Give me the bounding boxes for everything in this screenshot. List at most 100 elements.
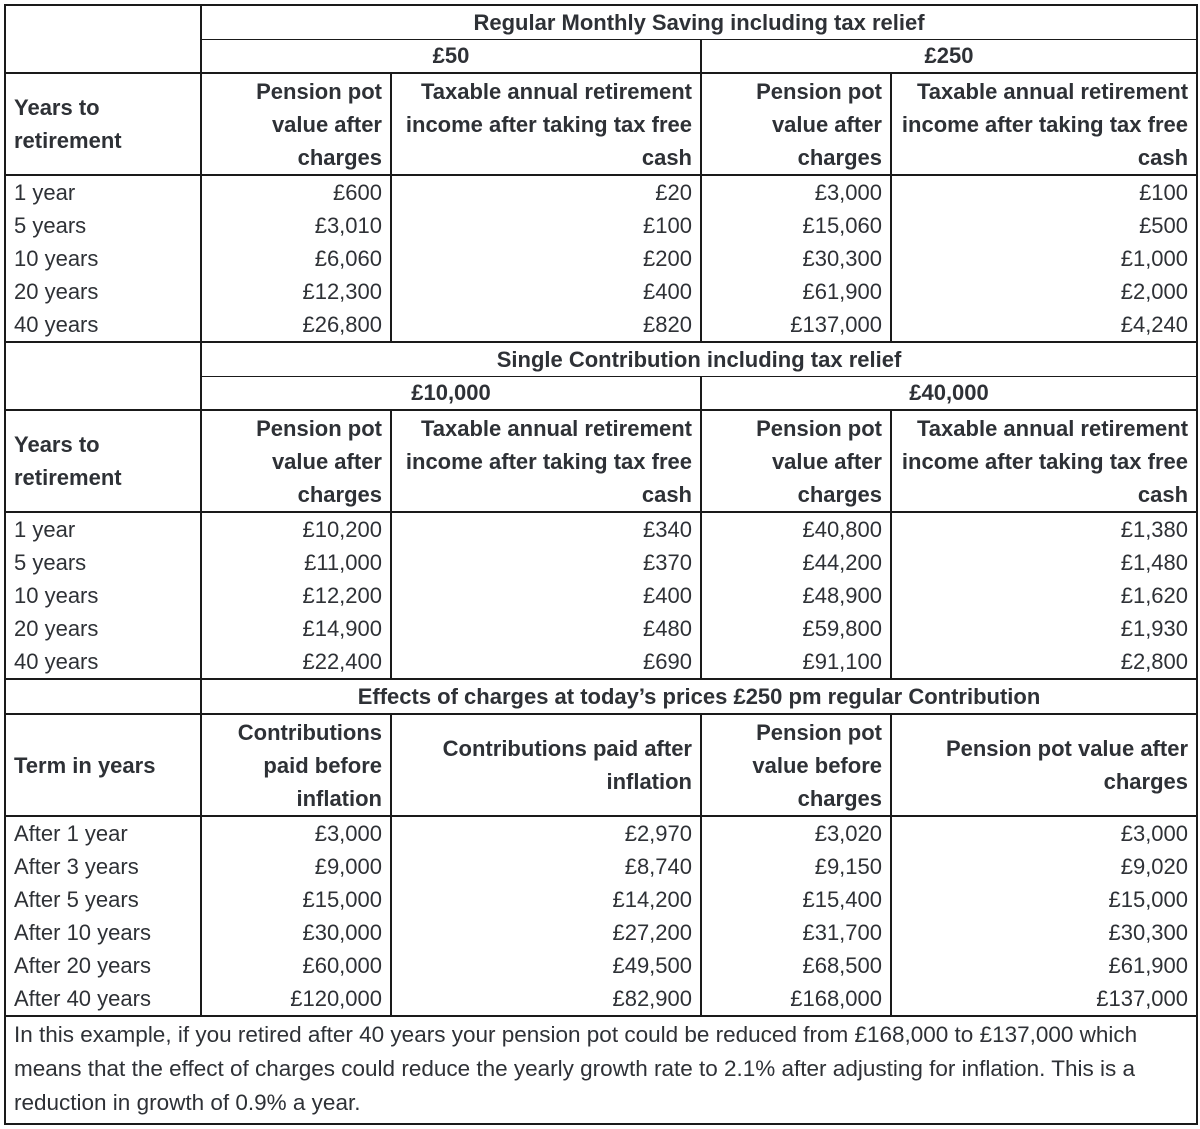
cell-value: £9,000 <box>200 850 392 883</box>
table-row: 5 years £3,010 £100 £15,060 £500 <box>4 209 1199 242</box>
table-row: 40 years £22,400 £690 £91,100 £2,800 <box>4 645 1199 679</box>
cell-value: £9,020 <box>889 850 1199 883</box>
section1-amount-1: £50 <box>200 39 702 74</box>
cell-value: £200 <box>390 242 702 275</box>
row-label: 1 year <box>4 512 202 546</box>
section3-col-header-3: Pension pot value before charges <box>700 713 892 817</box>
section1-row-header: Years to retirement <box>4 72 202 176</box>
cell-value: £15,000 <box>889 883 1199 916</box>
cell-value: £14,200 <box>390 883 702 916</box>
cell-value: £22,400 <box>200 645 392 679</box>
cell-value: £400 <box>390 275 702 308</box>
row-label: 10 years <box>4 579 202 612</box>
cell-value: £12,300 <box>200 275 392 308</box>
row-label: 40 years <box>4 645 202 679</box>
cell-value: £100 <box>889 175 1199 209</box>
cell-value: £15,060 <box>700 209 892 242</box>
cell-value: £59,800 <box>700 612 892 645</box>
cell-value: £10,200 <box>200 512 392 546</box>
section2-col-header-3: Pension pot value after charges <box>700 409 892 513</box>
row-label: 5 years <box>4 209 202 242</box>
row-label: After 5 years <box>4 883 202 916</box>
cell-value: £44,200 <box>700 546 892 579</box>
section2-amount-1: £10,000 <box>200 376 702 411</box>
table-row: After 5 years £15,000 £14,200 £15,400 £1… <box>4 883 1199 916</box>
cell-value: £68,500 <box>700 949 892 982</box>
cell-value: £3,000 <box>700 175 892 209</box>
cell-value: £1,930 <box>889 612 1199 645</box>
cell-value: £20 <box>390 175 702 209</box>
cell-value: £1,620 <box>889 579 1199 612</box>
cell-value: £3,010 <box>200 209 392 242</box>
cell-value: £12,200 <box>200 579 392 612</box>
cell-value: £2,970 <box>390 816 702 850</box>
cell-value: £100 <box>390 209 702 242</box>
table-row: 20 years £12,300 £400 £61,900 £2,000 <box>4 275 1199 308</box>
cell-value: £49,500 <box>390 949 702 982</box>
cell-value: £82,900 <box>390 982 702 1016</box>
footnote-text: In this example, if you retired after 40… <box>3 1015 1199 1125</box>
cell-value: £500 <box>889 209 1199 242</box>
cell-value: £137,000 <box>889 982 1199 1016</box>
cell-value: £1,480 <box>889 546 1199 579</box>
table-row: After 40 years £120,000 £82,900 £168,000… <box>4 982 1199 1016</box>
corner-empty-cell <box>4 678 202 715</box>
row-label: 20 years <box>4 612 202 645</box>
cell-value: £820 <box>390 308 702 342</box>
cell-value: £168,000 <box>700 982 892 1016</box>
cell-value: £27,200 <box>390 916 702 949</box>
cell-value: £30,300 <box>889 916 1199 949</box>
cell-value: £30,300 <box>700 242 892 275</box>
cell-value: £9,150 <box>700 850 892 883</box>
cell-value: £600 <box>200 175 392 209</box>
cell-value: £2,000 <box>889 275 1199 308</box>
cell-value: £3,000 <box>200 816 392 850</box>
section2-col-header-2: Taxable annual retirement income after t… <box>390 409 702 513</box>
cell-value: £60,000 <box>200 949 392 982</box>
table-row: 1 year £10,200 £340 £40,800 £1,380 <box>4 512 1199 546</box>
section2-col-header-4: Taxable annual retirement income after t… <box>889 409 1199 513</box>
section1-col-header-3: Pension pot value after charges <box>700 72 892 176</box>
cell-value: £61,900 <box>889 949 1199 982</box>
section1-amount-2: £250 <box>699 39 1199 74</box>
cell-value: £137,000 <box>700 308 892 342</box>
row-label: 10 years <box>4 242 202 275</box>
cell-value: £14,900 <box>200 612 392 645</box>
section2-row-header: Years to retirement <box>4 409 202 513</box>
section3-col-header-2: Contributions paid after inflation <box>390 713 702 817</box>
cell-value: £120,000 <box>200 982 392 1016</box>
row-label: 40 years <box>4 308 202 342</box>
cell-value: £3,020 <box>700 816 892 850</box>
cell-value: £1,380 <box>889 512 1199 546</box>
cell-value: £48,900 <box>700 579 892 612</box>
cell-value: £3,000 <box>889 816 1199 850</box>
table-row: 1 year £600 £20 £3,000 £100 <box>4 175 1199 209</box>
table-row: After 3 years £9,000 £8,740 £9,150 £9,02… <box>4 850 1199 883</box>
table-row: After 1 year £3,000 £2,970 £3,020 £3,000 <box>4 816 1199 850</box>
row-label: After 1 year <box>4 816 202 850</box>
table-row: 10 years £12,200 £400 £48,900 £1,620 <box>4 579 1199 612</box>
table-row: 5 years £11,000 £370 £44,200 £1,480 <box>4 546 1199 579</box>
cell-value: £40,800 <box>700 512 892 546</box>
cell-value: £1,000 <box>889 242 1199 275</box>
section3-col-header-4: Pension pot value after charges <box>889 713 1199 817</box>
table-row: 10 years £6,060 £200 £30,300 £1,000 <box>4 242 1199 275</box>
table-row: After 10 years £30,000 £27,200 £31,700 £… <box>4 916 1199 949</box>
cell-value: £30,000 <box>200 916 392 949</box>
row-label: After 20 years <box>4 949 202 982</box>
table-row: 20 years £14,900 £480 £59,800 £1,930 <box>4 612 1199 645</box>
cell-value: £15,000 <box>200 883 392 916</box>
cell-value: £26,800 <box>200 308 392 342</box>
cell-value: £690 <box>390 645 702 679</box>
cell-value: £480 <box>390 612 702 645</box>
corner-empty-cell <box>4 4 202 74</box>
row-label: After 40 years <box>4 982 202 1016</box>
cell-value: £91,100 <box>700 645 892 679</box>
table-row: 40 years £26,800 £820 £137,000 £4,240 <box>4 308 1199 342</box>
cell-value: £400 <box>390 579 702 612</box>
corner-empty-cell <box>4 341 202 411</box>
section3-title: Effects of charges at today’s prices £25… <box>199 678 1199 715</box>
section1-col-header-4: Taxable annual retirement income after t… <box>889 72 1199 176</box>
section2-title: Single Contribution including tax relief <box>199 341 1199 377</box>
section2-col-header-1: Pension pot value after charges <box>200 409 392 513</box>
